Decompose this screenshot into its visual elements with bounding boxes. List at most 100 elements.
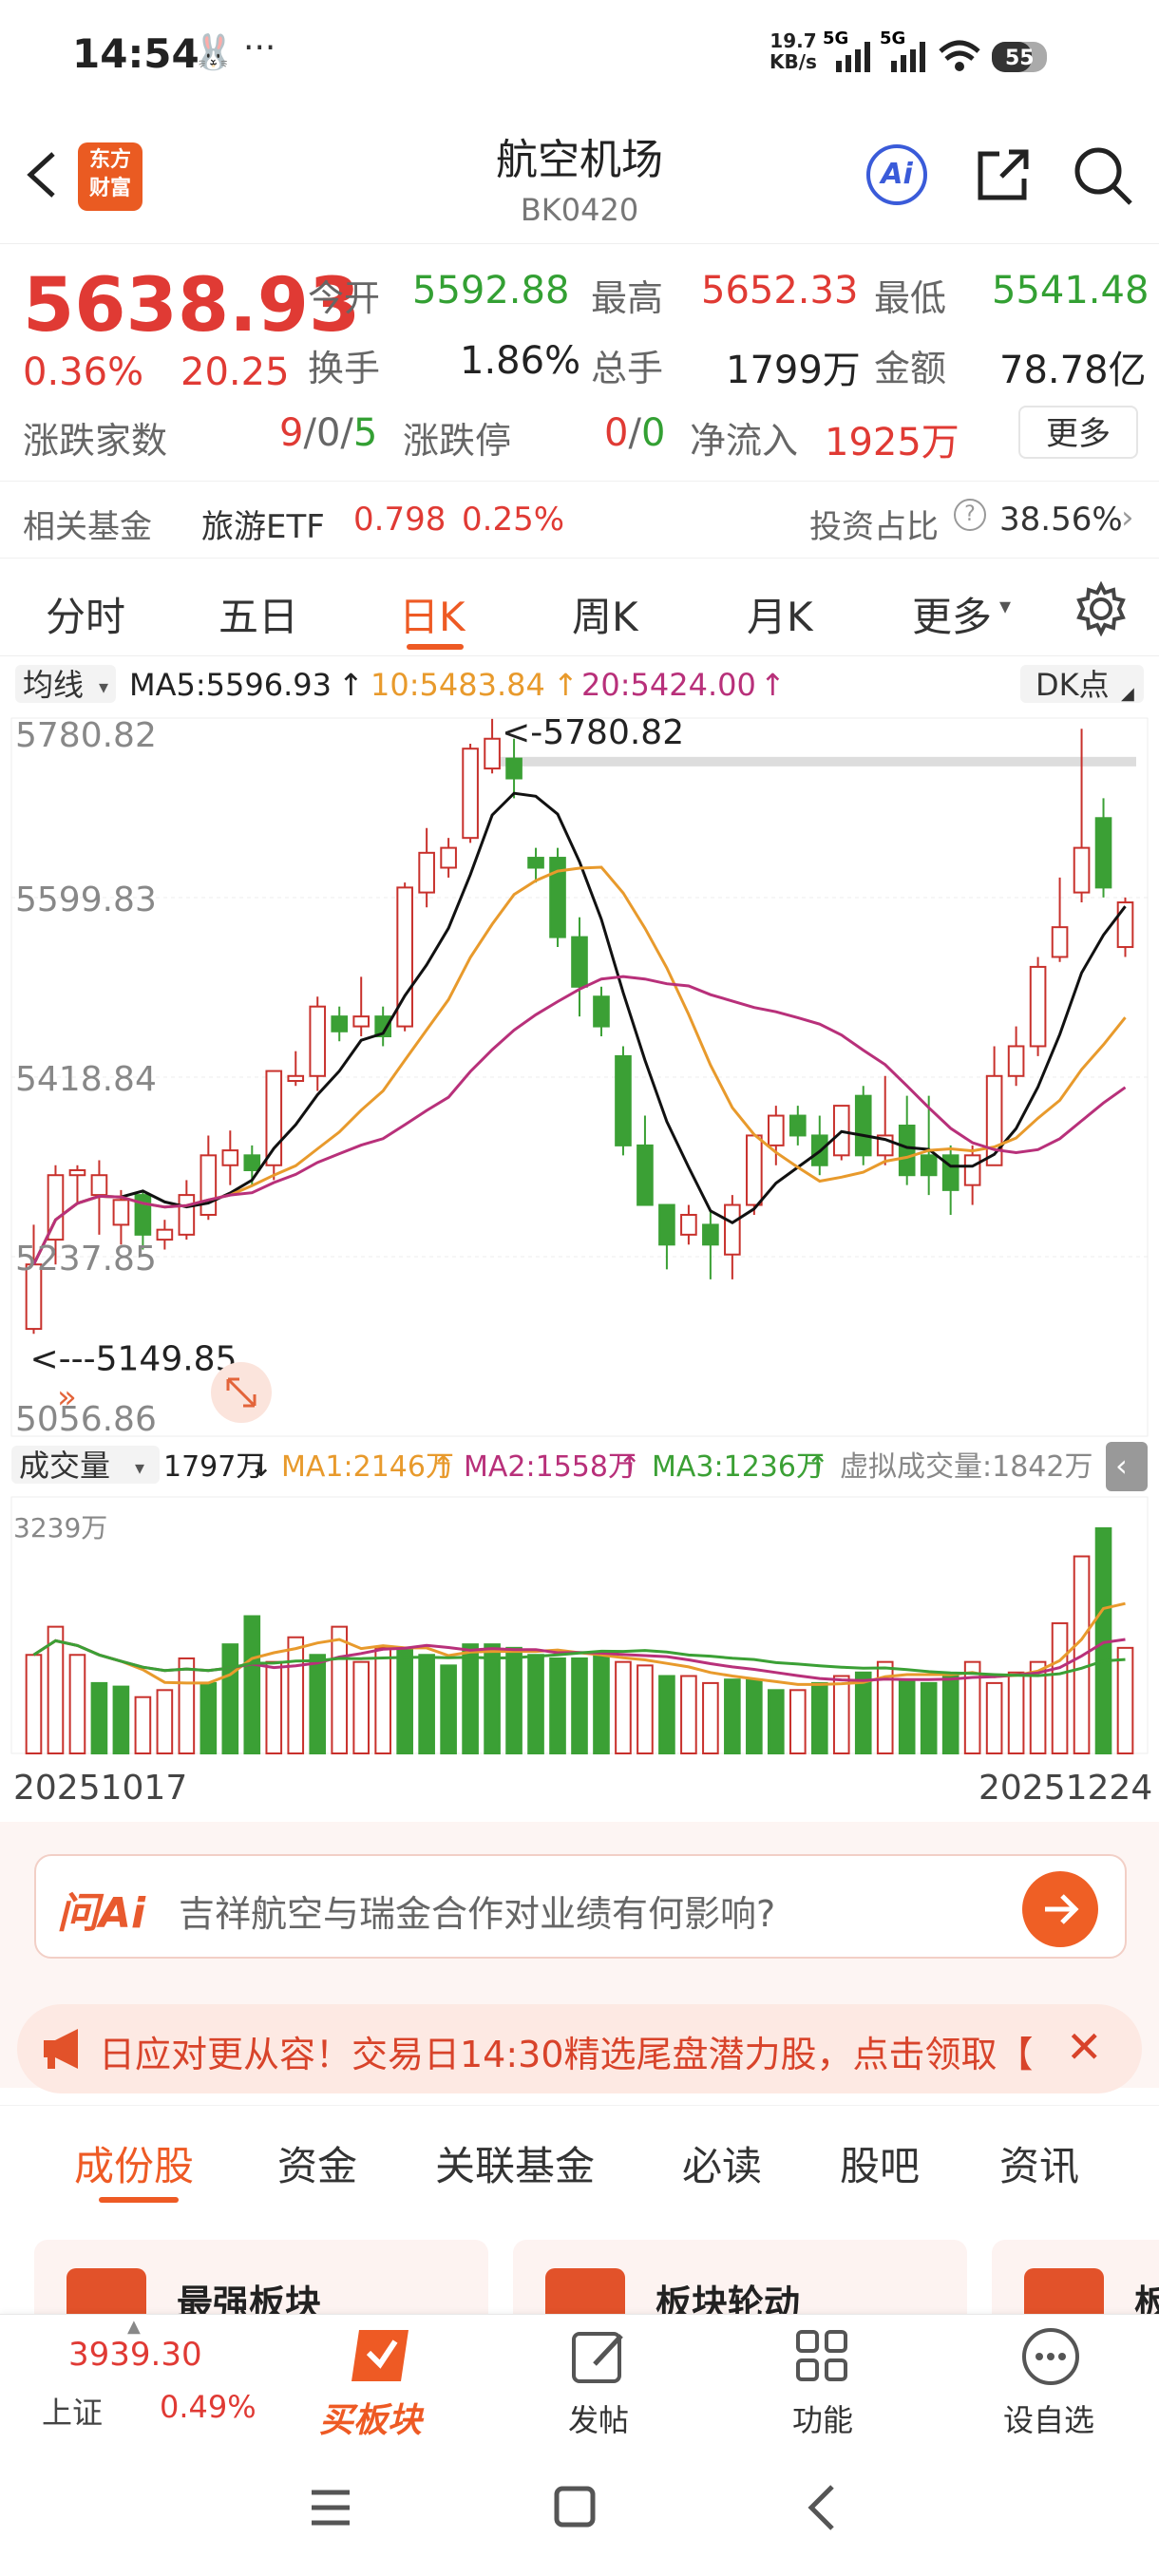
low-label: 最低 [874,277,947,319]
signal-1-label: 5G [823,28,848,48]
tab-monthly-k[interactable]: 月K [747,594,813,640]
add-watchlist-button[interactable]: 设自选 [988,2315,1112,2444]
vol-ma3-arrow: ↑ [806,1450,829,1484]
buy-sector-button[interactable]: 买板块 [304,2315,456,2444]
share-icon[interactable] [971,144,1034,207]
post-button[interactable]: 发帖 [542,2315,656,2444]
related-fund-row[interactable]: 相关基金 旅游ETF 0.798 0.25% 投资占比 ? 38.56% › [0,481,1159,559]
ma5-arrow: ↑ [338,667,364,703]
chevron-right-icon[interactable]: › [1121,499,1134,537]
volume-bar [571,1657,588,1754]
flat-count: 0 [315,411,341,455]
sep-3: / [628,411,641,455]
index-value: 3939.30 [68,2336,202,2374]
max-price-label: <-5780.82 [502,713,684,752]
home-icon[interactable] [549,2481,602,2534]
banner-text: 日应对更从容！交易日14:30精选尾盘潜力股，点击领取【 [99,2034,1034,2075]
tab-daily-k[interactable]: 日K [399,594,466,640]
ma-selector-bg [15,665,116,703]
tab-related-funds[interactable]: 关联基金 [435,2143,596,2189]
ai-question-text: 吉祥航空与瑞金合作对业绩有何影响? [179,1893,776,1935]
functions-button[interactable]: 功能 [766,2315,880,2444]
candle-body [768,1114,785,1146]
volume-bar [440,1664,457,1754]
candle-body [985,1074,1003,1166]
candle-body [505,757,522,780]
candle-body [898,1125,916,1177]
close-icon[interactable]: ✕ [1066,2021,1103,2073]
ask-submit-button[interactable] [1022,1871,1098,1947]
y-tick-label: 5418.84 [15,1060,157,1099]
volume-bar [680,1675,697,1755]
watchlist-label: 设自选 [1003,2402,1095,2438]
tab-constituents[interactable]: 成份股 [74,2143,195,2189]
tab-news[interactable]: 资讯 [999,2143,1080,2189]
ma5-value: MA5:5596.93 [129,667,332,703]
volume-bar [112,1685,130,1755]
vol-ma1-arrow: ↑ [431,1450,455,1484]
max-band [492,756,1136,767]
tab-weekly-k[interactable]: 周K [572,594,638,640]
candle-body [68,1168,86,1177]
candle-body [418,851,435,894]
tab-must-read[interactable]: 必读 [682,2143,763,2189]
tab-more[interactable]: 更多 [912,594,993,640]
volume-bar [287,1636,305,1754]
grid-functions-icon [796,2330,847,2381]
help-icon[interactable]: ? [954,499,986,531]
volume-max-label: 3239万 [13,1512,107,1544]
sep-2: / [340,411,353,455]
candle-body [47,1174,65,1241]
volume-bar [963,1660,981,1754]
volume-bar [549,1657,566,1754]
tab-five-day[interactable]: 五日 [218,594,299,640]
volume-bar [724,1678,741,1755]
ai-assistant-button[interactable]: Ai [866,144,927,205]
chevron-left-icon: ‹ [1115,1448,1128,1484]
promo-banner[interactable]: 日应对更从容！交易日14:30精选尾盘潜力股，点击领取【 ✕ [17,2004,1142,2093]
ratio-value: 38.56% [999,501,1123,539]
vol-selector-label: 成交量 [19,1448,110,1484]
volume-bar [746,1678,763,1755]
candle-body [1007,1045,1025,1077]
megaphone-icon [44,2029,78,2069]
back-arrow-icon[interactable] [19,146,65,203]
down-count: 5 [352,411,378,455]
dk-button-bg [1020,665,1144,703]
ma5-line [32,791,1127,1265]
settings-gear-icon[interactable] [1074,581,1129,636]
kline-chart[interactable]: 均线 ▾ MA5:5596.93 ↑ 10:5483.84 ↑ 20:5424.… [0,657,1159,1816]
volume-bar [418,1654,435,1754]
quote-panel: 5638.93 0.36% 20.25 今开 5592.88 最高 5652.3… [0,243,1159,482]
ask-ai-logo: 问Ai [57,1889,146,1938]
tab-funds-flow[interactable]: 资金 [277,2143,358,2189]
tab-intraday[interactable]: 分时 [46,594,126,640]
fund-name[interactable]: 旅游ETF [201,508,325,546]
change-value: 20.25 [180,350,290,394]
net-rate: 19.7 [770,29,817,52]
recents-icon[interactable] [304,2479,357,2536]
volume-bar [396,1646,413,1755]
open-value: 5592.88 [412,269,570,313]
ai-question-box[interactable]: 问Ai 吉祥航空与瑞金合作对业绩有何影响? [34,1854,1127,1959]
volume-bar [702,1681,719,1755]
volume-bar [243,1615,261,1755]
candle-body [462,748,479,840]
system-back-icon[interactable] [796,2479,849,2536]
volume-bar [832,1675,850,1755]
volume-bar [505,1646,522,1755]
open-label: 今开 [308,277,381,319]
candle-body [963,1154,981,1186]
caret-down-icon: ▾ [999,593,1012,619]
buy-sector-label: 买板块 [319,2401,423,2440]
more-button[interactable]: 更多 [1018,406,1138,459]
search-icon[interactable] [1070,142,1136,209]
dk-button-label: DK点 [1036,667,1110,703]
low-value: 5541.48 [992,269,1150,313]
vol-arrow: ↓ [249,1450,273,1484]
system-nav-bar [0,2443,1159,2576]
index-ticker[interactable]: ▲ 3939.30 上证 0.49% [0,2315,276,2444]
candle-body [1051,926,1069,958]
tab-forum[interactable]: 股吧 [840,2143,921,2189]
volume-bar [178,1657,196,1754]
